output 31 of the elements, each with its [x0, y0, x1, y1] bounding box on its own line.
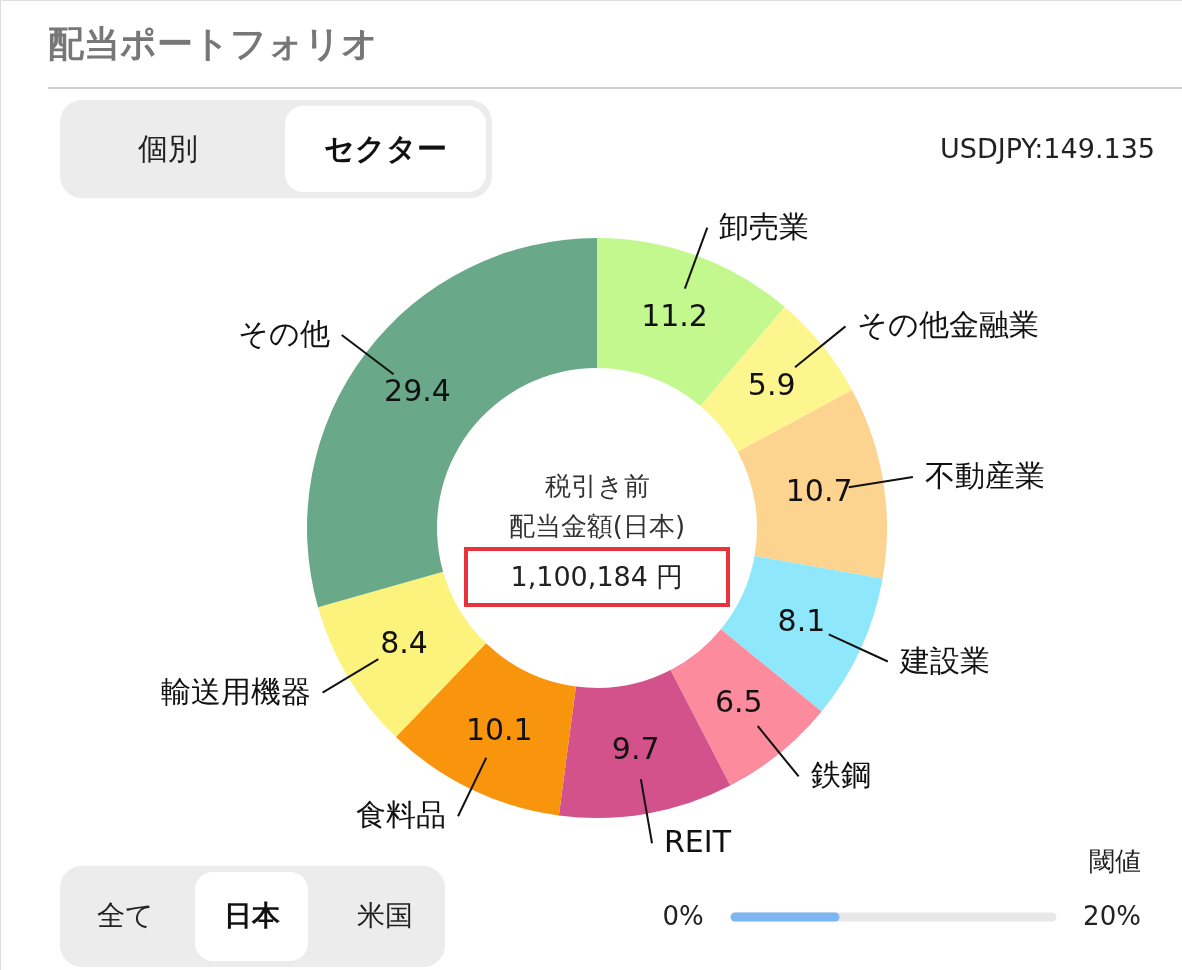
slice-label: 輸送用機器: [160, 673, 311, 709]
text: 1,100,184 円: [510, 561, 684, 592]
data-label: 10.1: [465, 711, 533, 747]
slice-label: REIT: [664, 824, 732, 860]
data-label: 11.2: [641, 297, 708, 333]
text: 個別: [138, 131, 198, 166]
data-label: 29.4: [384, 373, 451, 409]
text: 米国: [357, 899, 413, 932]
data-label: 8.1: [777, 602, 826, 638]
text: 税引き前: [544, 471, 650, 501]
text: セクター: [323, 131, 447, 166]
text: 配当金額(日本): [508, 511, 686, 541]
data-label: 8.4: [380, 624, 428, 660]
slice-label: 卸売業: [719, 208, 810, 244]
text: 20%: [1083, 901, 1141, 931]
text: 閾値: [1089, 846, 1141, 876]
chart-title: 配当ポートフォリオ: [48, 23, 378, 64]
slice-label: 鉄鋼: [810, 757, 871, 793]
slice-label: 食料品: [356, 797, 447, 833]
slice-label: 建設業: [898, 642, 990, 678]
text: USDJPY:149.135: [940, 133, 1155, 164]
data-label: 10.7: [785, 473, 853, 509]
slice-label: その他金融業: [857, 307, 1040, 343]
data-label: 6.5: [714, 683, 763, 719]
text: 0%: [662, 901, 704, 931]
slice-label: 不動産業: [924, 457, 1045, 493]
text: 日本: [224, 899, 281, 932]
text: 全て: [96, 899, 154, 932]
slice-label: その他: [237, 316, 330, 352]
data-label: 5.9: [747, 367, 796, 403]
data-label: 9.7: [611, 730, 660, 766]
